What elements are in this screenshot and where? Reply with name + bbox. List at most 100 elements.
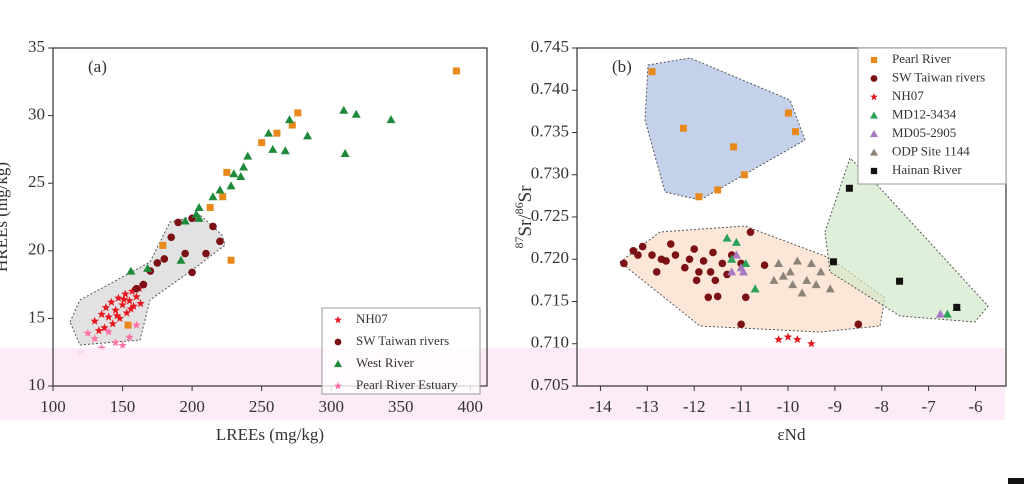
point: [662, 257, 670, 265]
point: [334, 338, 342, 346]
point: [722, 233, 732, 242]
point: [97, 343, 106, 352]
point: [188, 268, 196, 277]
point: [870, 75, 878, 82]
x-axis-label: εNd: [778, 425, 806, 444]
x-tick-label: -10: [777, 397, 800, 416]
x-tick-label: 400: [458, 397, 484, 416]
y-axis-label-part: Sr: [515, 185, 536, 203]
point: [648, 251, 656, 259]
legend: Pearl River SW Taiwan rivers NH07 MD12-3434…: [857, 47, 1007, 185]
point: [303, 131, 313, 140]
y-tick-label: 0.735: [531, 121, 569, 140]
point: [153, 259, 162, 267]
point: [774, 335, 783, 344]
point: [741, 293, 750, 302]
x-tick-label: 200: [179, 397, 205, 416]
point: [666, 240, 675, 248]
point: [695, 193, 703, 201]
marks: [76, 67, 962, 356]
point: [111, 305, 120, 314]
point: [340, 148, 350, 157]
legend-label: Hainan River: [892, 162, 962, 177]
point: [792, 256, 802, 265]
point: [620, 259, 628, 268]
point: [143, 263, 153, 272]
point: [229, 169, 239, 178]
x-tick-label: 100: [40, 397, 66, 416]
point: [386, 115, 396, 124]
point: [180, 216, 190, 225]
point: [869, 148, 879, 156]
point: [731, 250, 741, 259]
point: [118, 340, 127, 350]
labels: 100 150 200 250 300 350 400 10 15 20 25 30 35 (a) LREE…: [0, 37, 1007, 444]
point: [829, 258, 837, 266]
region: [644, 57, 806, 201]
point: [167, 233, 176, 242]
y-tick-label: 0.740: [531, 79, 569, 98]
point: [126, 304, 136, 313]
point: [94, 326, 104, 335]
point: [727, 267, 737, 276]
point: [284, 115, 294, 124]
point: [704, 293, 713, 302]
point: [194, 203, 204, 212]
legend-label: NH07: [356, 311, 388, 326]
point: [121, 289, 130, 298]
x-tick-label: -13: [636, 397, 659, 416]
point: [452, 67, 460, 75]
point: [125, 296, 134, 305]
point: [788, 280, 798, 289]
legend-label: West River: [356, 355, 414, 370]
point: [825, 284, 835, 293]
point: [239, 162, 249, 171]
point: [769, 275, 779, 284]
point: [709, 248, 717, 257]
point: [741, 258, 751, 267]
point: [227, 256, 235, 264]
legend-label: SW Taiwan rivers: [356, 333, 449, 348]
y-tick-label: 20: [28, 240, 45, 259]
point: [104, 312, 113, 321]
point: [746, 228, 755, 237]
point: [953, 303, 961, 311]
point: [869, 129, 879, 138]
point: [112, 311, 122, 320]
point: [268, 144, 278, 153]
point: [652, 268, 661, 276]
x-tick-label: 150: [110, 397, 136, 416]
corner-mark: [1008, 478, 1024, 484]
point: [935, 309, 945, 318]
point: [869, 111, 879, 119]
point: [692, 276, 701, 285]
y-axis-label-part: 86: [512, 202, 526, 214]
point: [119, 295, 129, 304]
point: [223, 168, 231, 176]
legend-box: [321, 307, 481, 395]
point: [816, 267, 826, 276]
legend-label: SW Taiwan rivers: [892, 69, 985, 84]
x-tick-label: -11: [730, 397, 752, 416]
point: [132, 284, 141, 293]
point: [101, 303, 111, 312]
point: [128, 286, 137, 295]
overlay: [0, 348, 1005, 420]
point: [90, 334, 99, 343]
point: [797, 288, 807, 297]
point: [634, 251, 642, 259]
point: [811, 280, 821, 289]
legend-label: MD12-3434: [892, 106, 957, 121]
point: [740, 171, 748, 179]
point: [638, 242, 647, 251]
point: [731, 237, 741, 246]
point: [209, 222, 217, 231]
point: [216, 237, 224, 246]
point: [896, 277, 904, 285]
point: [785, 267, 795, 276]
point: [713, 292, 722, 301]
point: [699, 257, 708, 265]
y-tick-label: 0.715: [531, 290, 569, 309]
point: [711, 276, 720, 285]
point: [118, 300, 127, 309]
